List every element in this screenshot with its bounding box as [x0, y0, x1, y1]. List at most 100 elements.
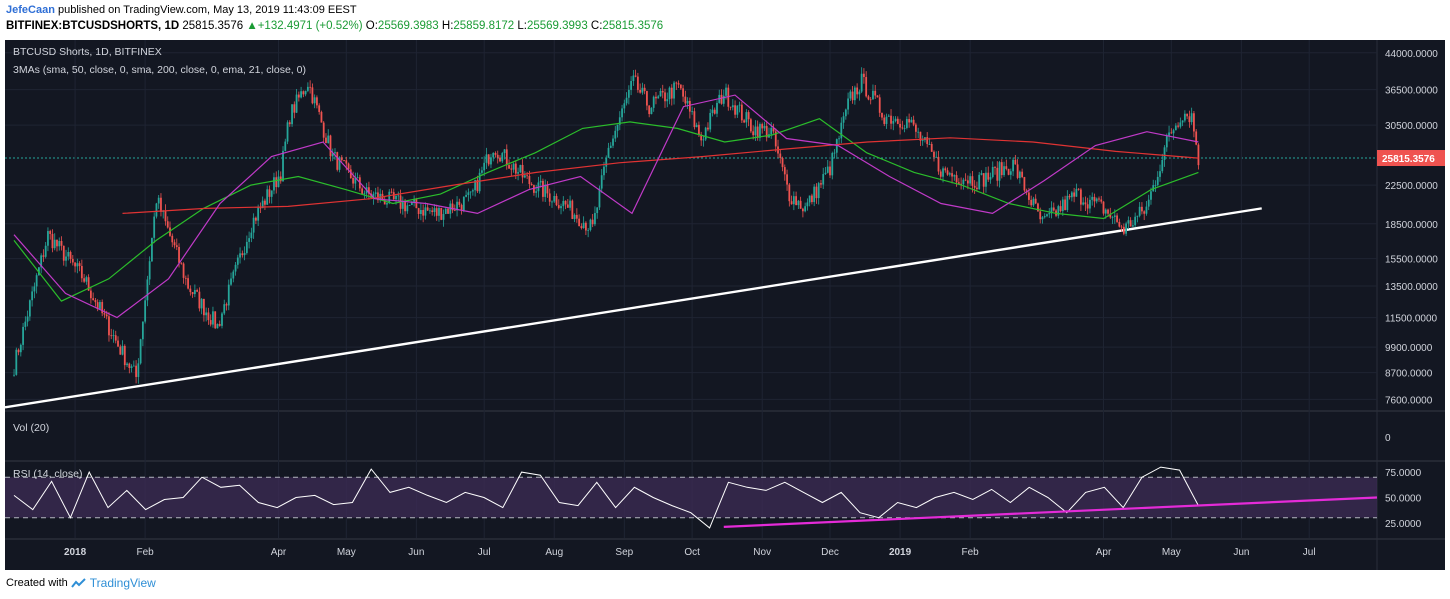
price-chart[interactable]: 44000.0000 36500.0000 30500.0000 25815.3576… — [5, 40, 1445, 570]
candle-body — [236, 257, 239, 265]
candle-body — [1181, 120, 1184, 123]
candle-body — [1005, 166, 1008, 169]
candle-body — [840, 122, 843, 139]
candle-body — [1102, 201, 1105, 214]
candle-body — [1091, 196, 1094, 200]
candle-body — [361, 188, 364, 194]
candle-body — [13, 374, 15, 376]
open-label: O: — [365, 20, 378, 32]
candle-body — [933, 151, 935, 158]
candle-body — [1048, 213, 1051, 215]
candle-body — [752, 131, 755, 136]
candle-body — [971, 176, 974, 186]
candle-body — [860, 73, 863, 92]
candle-body — [1165, 135, 1168, 148]
candle-body — [1003, 166, 1005, 176]
candle-body — [71, 258, 74, 263]
candle-body — [487, 154, 490, 165]
time-tick-label: Jul — [478, 547, 491, 558]
candle-body — [616, 124, 619, 131]
candle-body — [286, 122, 289, 142]
price-tick-label: 30500.0000 — [1385, 121, 1438, 132]
candle-body — [22, 326, 24, 345]
candle-body — [254, 217, 257, 221]
candle-body — [198, 291, 201, 309]
candle-body — [377, 192, 379, 201]
time-tick-label: Feb — [962, 547, 980, 558]
candle-body — [349, 169, 352, 179]
candle-body — [994, 166, 996, 168]
candle-body — [135, 365, 137, 377]
candle-body — [824, 172, 827, 175]
candle-body — [419, 210, 422, 214]
candle-body — [646, 91, 648, 106]
candle-body — [144, 300, 147, 322]
low-value: 25569.3993 — [526, 20, 588, 32]
candle-body — [273, 177, 275, 191]
candle-body — [248, 238, 251, 242]
candle-body — [182, 263, 185, 278]
candle-body — [998, 162, 1001, 181]
candle-body — [401, 201, 404, 209]
candle-body — [892, 121, 895, 124]
candle-body — [465, 194, 468, 197]
candle-body — [636, 76, 639, 90]
candle-body — [58, 240, 61, 247]
ema21-line — [13, 94, 1199, 319]
candle-body — [184, 277, 187, 279]
candle-body — [291, 104, 293, 125]
candle-body — [132, 365, 135, 367]
candle-body — [1170, 132, 1173, 134]
candle-body — [444, 208, 447, 215]
author-name[interactable]: JefeCaan — [6, 4, 55, 16]
candle-body — [935, 156, 938, 158]
candle-body — [250, 232, 253, 239]
candle-body — [1000, 162, 1003, 176]
candle-body — [334, 152, 336, 154]
symbol-line: BITFINEX:BTCUSDSHORTS, 1D 25815.3576 ▲+1… — [6, 20, 663, 32]
main-pane-title: BTCUSD Shorts, 1D, BITFINEX — [13, 46, 162, 58]
candle-body — [146, 279, 149, 301]
candle-body — [108, 316, 110, 336]
candle-body — [392, 192, 395, 200]
candle-body — [230, 278, 232, 285]
candle-body — [53, 239, 56, 249]
candle-body — [853, 87, 856, 101]
candle-body — [908, 119, 911, 123]
candle-body — [648, 105, 651, 115]
candle-body — [503, 149, 506, 154]
candle-body — [944, 168, 947, 171]
candle-body — [94, 300, 97, 303]
moving-averages — [13, 94, 1199, 319]
candle-body — [404, 201, 406, 212]
candle-body — [804, 206, 807, 212]
candle-body — [137, 363, 140, 377]
candle-body — [331, 153, 334, 157]
candle-body — [858, 91, 861, 95]
candle-body — [78, 263, 81, 267]
candles — [13, 67, 1200, 384]
candle-body — [878, 97, 881, 113]
tradingview-brand[interactable]: TradingView — [89, 576, 156, 590]
candle-body — [458, 201, 461, 205]
candle-body — [704, 127, 707, 140]
candle-body — [765, 125, 768, 138]
candle-body — [329, 135, 332, 157]
candle-body — [65, 256, 67, 261]
candle-body — [99, 301, 101, 309]
candle-body — [618, 117, 621, 125]
candle-body — [1104, 209, 1107, 214]
candle-body — [462, 196, 465, 211]
candle-body — [151, 237, 153, 262]
candle-body — [754, 126, 757, 136]
candle-body — [1080, 189, 1082, 205]
candle-body — [1138, 206, 1141, 216]
candle-body — [1021, 171, 1024, 178]
candle-body — [720, 94, 723, 104]
candle-body — [239, 253, 241, 258]
price-tick-label: 13500.0000 — [1385, 282, 1438, 293]
candle-body — [682, 88, 684, 97]
price-axis: 44000.0000 36500.0000 30500.0000 25815.3576… — [1377, 49, 1445, 406]
candle-body — [492, 152, 495, 158]
candle-body — [872, 90, 874, 100]
